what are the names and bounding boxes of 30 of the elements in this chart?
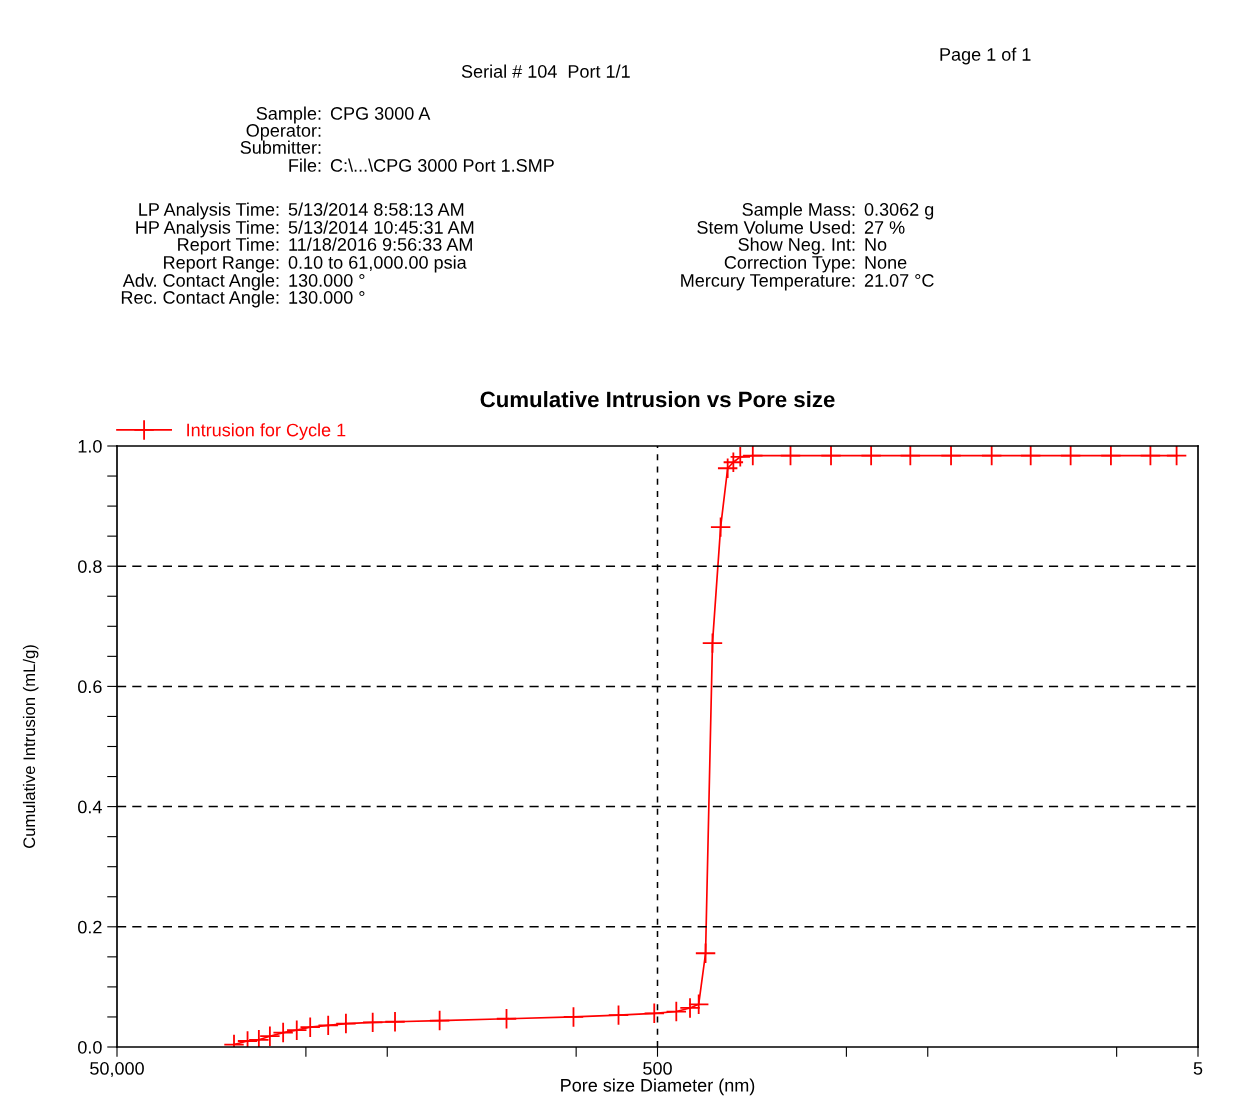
- text: Sample: CPG 3000 A: [256, 106, 431, 124]
- text: Show Neg. Int: No: [738, 237, 887, 255]
- chart-title: Cumulative Intrusion vs Pore size: [480, 391, 835, 408]
- text: Submitter:: [240, 140, 321, 154]
- text: Adv. Contact Angle: 130.000 °: [122, 273, 365, 291]
- legend-label: Intrusion for Cycle 1: [187, 423, 346, 440]
- text: Correction Type: None: [724, 255, 907, 273]
- y-tick-label: 1.0: [78, 439, 102, 453]
- y-tick-label: 0.2: [78, 920, 102, 934]
- x-tick-label: 50,000: [90, 1062, 144, 1077]
- text: HP Analysis Time: 5/13/2014 10:45:31 AM: [136, 220, 474, 238]
- x-axis-title: Pore size Diameter (nm): [561, 1078, 755, 1096]
- y-axis-title: Cumulative Intrusion (mL/g): [22, 645, 39, 848]
- text: Page 1 of 1: [940, 47, 1031, 65]
- text: Operator:: [246, 124, 321, 141]
- text: Stem Volume Used: 27 %: [697, 220, 905, 234]
- text: Report Range: 0.10 to 61,000.00 psia: [164, 255, 467, 273]
- text: Rec. Contact Angle: 130.000 °: [121, 290, 365, 308]
- y-tick-label: 0.4: [78, 800, 102, 814]
- x-tick-label: 5: [1193, 1062, 1203, 1075]
- x-tick-label: 500: [643, 1062, 672, 1075]
- y-tick-label: 0.6: [78, 680, 102, 694]
- text: Sample Mass: 0.3062 g: [742, 202, 934, 220]
- text: LP Analysis Time: 5/13/2014 8:58:13 AM: [139, 202, 464, 220]
- text: File: C:\...\CPG 3000 Port 1.SMP: [289, 158, 554, 172]
- y-tick-label: 0.8: [78, 560, 102, 573]
- text: Serial # 104 Port 1/1: [461, 64, 630, 78]
- text: Report Time: 11/18/2016 9:56:33 AM: [178, 237, 472, 255]
- y-tick-label: 0.0: [78, 1040, 102, 1054]
- text: Mercury Temperature: 21.07 °C: [681, 274, 934, 291]
